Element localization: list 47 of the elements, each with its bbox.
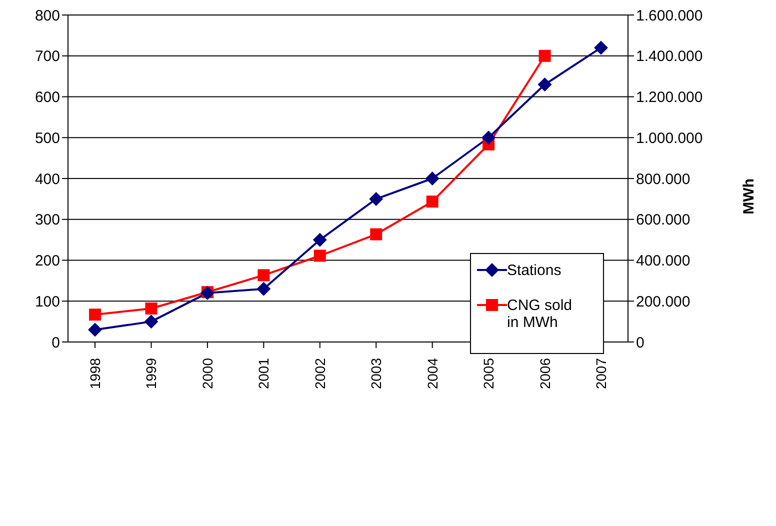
point	[314, 250, 326, 262]
y2-tick-label: 200.000	[636, 293, 690, 310]
point	[594, 40, 608, 55]
point	[425, 172, 440, 186]
x-tick-label: 2007	[593, 358, 609, 390]
point	[144, 314, 158, 329]
x-tick-label: 2004	[424, 358, 440, 390]
y2-tick-label: 600.000	[636, 212, 690, 229]
y-tick-label: 500	[34, 130, 60, 147]
legend-label: CNG sold in MWh	[507, 297, 574, 331]
x-tick-label: 1999	[143, 358, 160, 390]
y-tick-label: 700	[34, 48, 60, 66]
x-tick-label: 2006	[536, 358, 553, 390]
y2-axis-title: MWh	[740, 178, 758, 214]
y-tick-label: 400	[34, 170, 60, 188]
point	[370, 228, 382, 240]
y2-tick-label: 1.600.000	[636, 7, 703, 24]
x-tick-label: 2005	[480, 358, 497, 390]
point	[258, 269, 270, 282]
point	[312, 232, 327, 247]
y2-tick-label: 400.000	[636, 252, 690, 270]
point	[482, 130, 496, 145]
x-tick-label: 2002	[312, 358, 328, 390]
y-tick-label: 600	[34, 89, 60, 106]
point	[89, 308, 101, 321]
y2-tick-label: 0	[636, 334, 644, 352]
point	[145, 302, 158, 314]
y2-tick-label: 1.400.000	[636, 48, 703, 66]
y-tick-label: 100	[34, 293, 60, 310]
x-tick-label: 2003	[368, 358, 384, 390]
point	[256, 282, 271, 296]
x-tick-label: 2000	[199, 358, 216, 390]
point	[369, 192, 384, 206]
legend-label: Stations	[507, 262, 562, 279]
point	[538, 77, 552, 92]
x-tick-label: 1998	[87, 358, 103, 390]
y2-tick-label: 1.000.000	[636, 130, 703, 147]
y-tick-label: 0	[52, 334, 60, 352]
point	[426, 196, 438, 208]
point	[538, 50, 551, 62]
y-tick-label: 800	[34, 7, 60, 24]
y-tick-label: 200	[34, 252, 60, 270]
point	[88, 322, 102, 337]
y2-tick-label: 800.000	[636, 170, 690, 188]
x-tick-label: 2001	[256, 358, 272, 390]
y2-tick-label: 1.200.000	[636, 89, 703, 106]
y-tick-label: 300	[34, 212, 60, 229]
